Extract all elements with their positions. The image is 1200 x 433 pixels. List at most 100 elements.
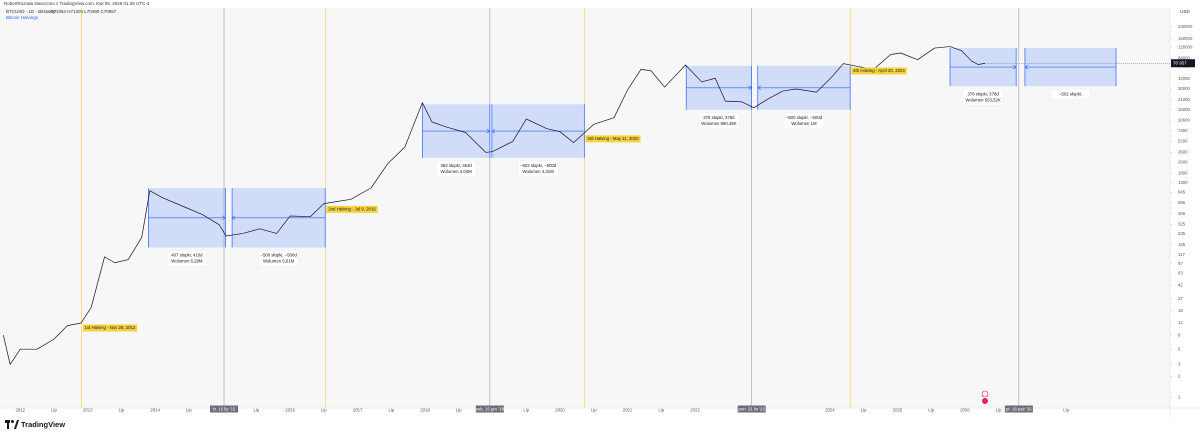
x-tick-label: Lip (523, 408, 529, 413)
measure-label: Wolumen 5,61M (263, 259, 295, 264)
x-tick-label: Lip (996, 408, 1002, 413)
brand: TradingView (21, 420, 65, 429)
y-tick-label: 3600 (1178, 150, 1188, 155)
author-line: RobertRozrała stworzono z TradingView.co… (4, 1, 150, 6)
x-tick-label: Lip (591, 408, 597, 413)
measure-label: 363 słupki, 363d (440, 163, 472, 168)
x-tick-label: Lip (861, 408, 867, 413)
measure-arrowhead (231, 215, 236, 221)
measure-label: Wolumen 4,04M (441, 169, 473, 174)
measure-label-box (1050, 88, 1091, 100)
halving-label-box (326, 205, 378, 213)
logo-part (7, 420, 9, 429)
y-tick-label: 42 (1178, 283, 1183, 288)
measure-arrowhead (486, 128, 491, 134)
y-tick-label: 8 (1178, 332, 1181, 337)
y-tick-label: 665 (1178, 200, 1186, 205)
y-tick-label: 27 (1178, 296, 1183, 301)
x-tick-label: 2016 (285, 408, 295, 413)
measure-arrowhead (1012, 64, 1017, 70)
x-tick-label: Lip (928, 408, 934, 413)
y-tick-label: 1 (1178, 394, 1181, 399)
halving-label-text: 1st Halving - Nov 28, 2012 (85, 325, 136, 330)
measure-label: Wolumen 6,29M (171, 259, 203, 264)
measure-label-box (435, 160, 477, 178)
x-tick-label: 2026 (960, 408, 970, 413)
measure-label-box (517, 160, 559, 178)
measure-label-box (962, 88, 1004, 106)
indicator-name: Bitcoin Halvings (6, 15, 39, 20)
x-tick-label: 2013 (83, 408, 93, 413)
measure-label: Wolumen 880,48K (701, 121, 736, 126)
x-tick-label: Lip (186, 408, 192, 413)
last-price-label: 70 957 (1173, 60, 1187, 65)
x-marker-badge (475, 405, 504, 413)
plot-area (0, 8, 1170, 408)
measure-arrowhead (491, 128, 496, 134)
y-tick-label: 2600 (1178, 159, 1188, 164)
x-tick-label: 2025 (893, 408, 903, 413)
x-tick-label: pon. 21 lis '22 (738, 406, 765, 411)
halving-label: 2nd Halving - Jul 9, 2016 (326, 205, 378, 213)
icon (981, 390, 989, 398)
x-tick-label: 2024 (825, 408, 835, 413)
y-tick-label: 165 (1178, 242, 1186, 247)
y-tick-label: 12 (1178, 320, 1183, 325)
halving-label-text: 2nd Halving - Jul 9, 2016 (328, 207, 376, 212)
halving-label-box (851, 67, 907, 75)
x-tick-label: 2014 (150, 408, 160, 413)
measure-label-box (258, 250, 299, 267)
y-tick-label: 240000 (1178, 24, 1193, 29)
x-tick-label: śr. 16 lip '15 (213, 406, 236, 411)
y-tick-label: 5 (1178, 346, 1181, 351)
y-tick-label: 15000 (1178, 107, 1191, 112)
x-tick-label: pt. 16 paź '26 (1006, 406, 1032, 411)
y-tick-label: 945 (1178, 190, 1186, 195)
measure-label-box (166, 250, 208, 267)
y-tick-label: 465 (1178, 211, 1186, 216)
y-tick-label: 3 (1178, 362, 1181, 367)
logo-part (14, 420, 19, 429)
y-tick-label: 84000 (1178, 55, 1191, 60)
x-tick-label: 2020 (555, 408, 565, 413)
halving-label-text: 3rd Halving - May 11, 2020 (587, 136, 639, 141)
measure-label: 378 słupki, 378d (703, 115, 735, 120)
y-tick-label: 1800 (1178, 170, 1188, 175)
price-line (3, 46, 986, 365)
x-tick-label: Lip (254, 408, 260, 413)
x-tick-label: Lip (119, 408, 125, 413)
x-tick-label: 2012 (15, 408, 25, 413)
halving-label: 4th Halving - April 20, 2024 (851, 67, 907, 75)
measure-label-box (698, 112, 740, 129)
y-tick-label: 87 (1178, 261, 1183, 266)
measure-label-box (783, 112, 825, 129)
measure-label: −500 słupki, −500d (261, 253, 298, 258)
y-tick-label: 30000 (1178, 86, 1191, 91)
y-tick-label: 1300 (1178, 180, 1188, 185)
x-tick-label: Lip (321, 408, 327, 413)
y-tick-label: 18 (1178, 308, 1183, 313)
last-price-badge (1171, 59, 1195, 68)
measure-label: −502 słupki, −500d (520, 163, 557, 168)
x-tick-label: 2017 (353, 408, 363, 413)
y-tick-label: 10600 (1178, 117, 1191, 122)
halving-label: 1st Halving - Nov 28, 2012 (82, 324, 138, 332)
measure-label: −500 słupki, −500d (786, 115, 823, 120)
x-tick-label: 2018 (420, 408, 430, 413)
y-tick-label: 5200 (1178, 139, 1188, 144)
halving-label-text: 4th Halving - April 20, 2024 (853, 68, 905, 73)
x-tick-label: Lip (456, 408, 462, 413)
y-tick-label: 21000 (1178, 97, 1191, 102)
x-tick-label: sob. 15 gru '18 (476, 406, 505, 411)
y-tick-label: 7400 (1178, 128, 1188, 133)
measure-arrowhead (1024, 64, 1029, 70)
icon (982, 398, 988, 404)
x-tick-label: Lip (388, 408, 394, 413)
logo-part (11, 420, 14, 423)
halving-label: 3rd Halving - May 11, 2020 (585, 135, 641, 143)
x-tick-label: Lip (51, 408, 57, 413)
brand-logo (5, 420, 19, 429)
measure-label: 378 słupki, 378d (967, 91, 999, 96)
y-tick-label: 235 (1178, 231, 1186, 236)
